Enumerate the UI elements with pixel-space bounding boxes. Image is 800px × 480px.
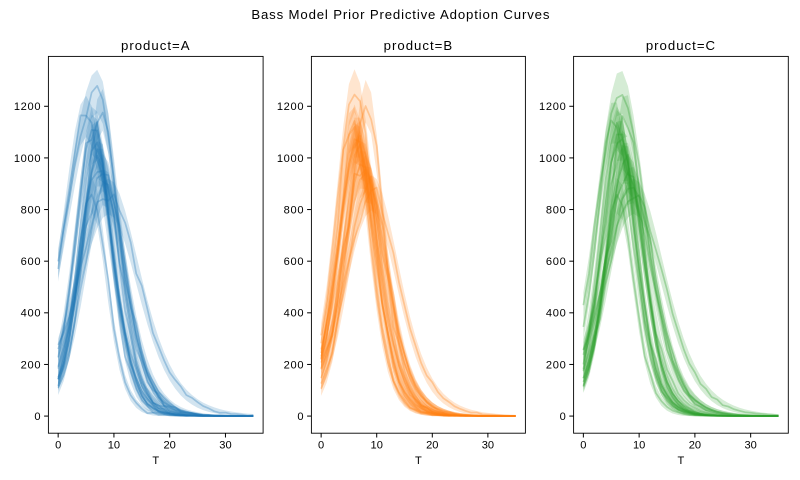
- svg-text:T: T: [678, 455, 685, 467]
- svg-text:1200: 1200: [539, 101, 566, 113]
- svg-text:600: 600: [546, 256, 567, 268]
- svg-text:0: 0: [318, 440, 324, 452]
- svg-text:200: 200: [284, 359, 305, 371]
- svg-text:200: 200: [21, 359, 42, 371]
- svg-text:10: 10: [633, 440, 645, 452]
- svg-text:1000: 1000: [539, 153, 566, 165]
- svg-text:10: 10: [108, 440, 120, 452]
- svg-text:product=C: product=C: [646, 38, 716, 53]
- svg-text:10: 10: [371, 440, 383, 452]
- svg-text:800: 800: [284, 204, 305, 216]
- svg-text:0: 0: [297, 411, 304, 423]
- svg-text:20: 20: [426, 440, 438, 452]
- svg-text:400: 400: [546, 308, 567, 320]
- svg-text:product=B: product=B: [384, 38, 453, 53]
- svg-text:1200: 1200: [277, 101, 304, 113]
- svg-text:T: T: [152, 455, 159, 467]
- svg-text:600: 600: [21, 256, 42, 268]
- svg-text:20: 20: [689, 440, 701, 452]
- svg-text:200: 200: [546, 359, 567, 371]
- svg-text:800: 800: [546, 204, 567, 216]
- svg-text:Bass Model Prior Predictive Ad: Bass Model Prior Predictive Adoption Cur…: [251, 7, 550, 22]
- svg-text:0: 0: [580, 440, 586, 452]
- svg-text:400: 400: [21, 308, 42, 320]
- svg-text:product=A: product=A: [121, 38, 190, 53]
- svg-text:1000: 1000: [277, 153, 304, 165]
- svg-text:1000: 1000: [14, 153, 41, 165]
- svg-text:30: 30: [482, 440, 494, 452]
- svg-text:30: 30: [219, 440, 231, 452]
- svg-text:0: 0: [34, 411, 41, 423]
- svg-text:1200: 1200: [14, 101, 41, 113]
- svg-text:T: T: [415, 455, 422, 467]
- svg-text:20: 20: [164, 440, 176, 452]
- svg-text:600: 600: [284, 256, 305, 268]
- svg-text:400: 400: [284, 308, 305, 320]
- svg-text:0: 0: [55, 440, 61, 452]
- svg-text:800: 800: [21, 204, 42, 216]
- svg-text:0: 0: [560, 411, 567, 423]
- svg-text:30: 30: [744, 440, 756, 452]
